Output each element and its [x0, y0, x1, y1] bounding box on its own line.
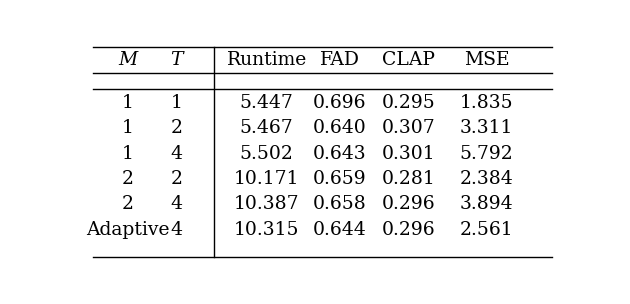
Text: 2: 2: [122, 170, 134, 188]
Text: 3.894: 3.894: [460, 195, 513, 213]
Text: M: M: [118, 51, 137, 69]
Text: 4: 4: [170, 145, 183, 163]
Text: CLAP: CLAP: [382, 51, 435, 69]
Text: 1: 1: [122, 94, 134, 112]
Text: 5.467: 5.467: [240, 119, 294, 137]
Text: 0.301: 0.301: [382, 145, 435, 163]
Text: 0.640: 0.640: [313, 119, 367, 137]
Text: 0.659: 0.659: [313, 170, 367, 188]
Text: 1: 1: [171, 94, 182, 112]
Text: 10.315: 10.315: [234, 221, 299, 239]
Text: 1: 1: [122, 119, 134, 137]
Text: 0.307: 0.307: [381, 119, 435, 137]
Text: 5.447: 5.447: [240, 94, 294, 112]
Text: MSE: MSE: [464, 51, 509, 69]
Text: FAD: FAD: [320, 51, 360, 69]
Text: 1.835: 1.835: [460, 94, 513, 112]
Text: 0.696: 0.696: [313, 94, 367, 112]
Text: 0.296: 0.296: [382, 221, 435, 239]
Text: 10.387: 10.387: [234, 195, 299, 213]
Text: 0.296: 0.296: [382, 195, 435, 213]
Text: 10.171: 10.171: [234, 170, 299, 188]
Text: Adaptive: Adaptive: [86, 221, 169, 239]
Text: 0.658: 0.658: [313, 195, 367, 213]
Text: 4: 4: [170, 195, 183, 213]
Text: 2: 2: [170, 119, 183, 137]
Text: 5.792: 5.792: [459, 145, 513, 163]
Text: 0.644: 0.644: [313, 221, 367, 239]
Text: 2: 2: [170, 170, 183, 188]
Text: T: T: [170, 51, 183, 69]
Text: 0.295: 0.295: [381, 94, 435, 112]
Text: 2: 2: [122, 195, 134, 213]
Text: 0.643: 0.643: [313, 145, 367, 163]
Text: 2.561: 2.561: [460, 221, 513, 239]
Text: 0.281: 0.281: [381, 170, 435, 188]
Text: 3.311: 3.311: [460, 119, 513, 137]
Text: Runtime: Runtime: [227, 51, 307, 69]
Text: 5.502: 5.502: [240, 145, 294, 163]
Text: 1: 1: [122, 145, 134, 163]
Text: 4: 4: [170, 221, 183, 239]
Text: 2.384: 2.384: [459, 170, 513, 188]
